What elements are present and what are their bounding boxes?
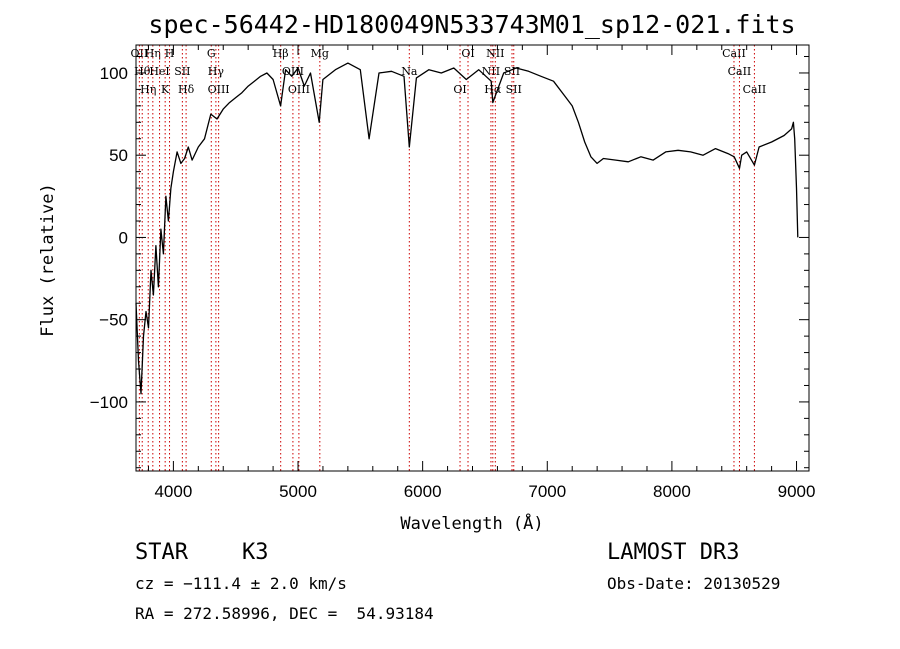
line-marker-label: Hη xyxy=(140,83,156,96)
line-marker-label: G xyxy=(207,47,216,60)
object-subclass: K3 xyxy=(242,540,269,565)
object-class: STAR xyxy=(135,540,188,565)
line-marker-label: NII xyxy=(486,47,504,60)
spectrum-line xyxy=(135,62,799,395)
y-axis: −100 −50 0 50 100 xyxy=(90,56,809,469)
x-tick-label: 7000 xyxy=(528,482,566,501)
line-marker-label: NII xyxy=(482,65,500,78)
y-tick-label: −50 xyxy=(99,311,128,330)
line-marker-label: Na xyxy=(401,65,418,78)
line-marker-label: HeI xyxy=(149,65,169,78)
line-marker-label: OIII xyxy=(288,83,310,96)
line-marker-label: CaII xyxy=(722,47,746,60)
line-marker-label: SII xyxy=(506,83,522,96)
y-tick-label: 50 xyxy=(109,146,128,165)
line-marker-label: H xyxy=(165,47,175,60)
line-marker-label: Hγ xyxy=(208,65,225,78)
line-marker-label: SII xyxy=(174,65,190,78)
x-tick-label: 8000 xyxy=(653,482,691,501)
line-marker-label: CaII xyxy=(743,83,767,96)
obs-date-text: Obs-Date: 20130529 xyxy=(607,574,781,593)
line-marker-label: Hθ xyxy=(134,65,151,78)
line-marker-label: OIII xyxy=(208,83,230,96)
x-axis-label: Wavelength (Å) xyxy=(400,512,543,534)
series-layer xyxy=(135,62,799,395)
x-axis: 4000 5000 6000 7000 8000 9000 xyxy=(147,45,816,501)
y-tick-label: −100 xyxy=(90,393,128,412)
line-marker-layer: OIIHθHηHηHeIKHSIIHδGHγOIIIHβOIIIOIIIMgNa… xyxy=(131,45,767,471)
line-marker-label: Hα xyxy=(484,83,502,96)
x-tick-label: 6000 xyxy=(404,482,442,501)
y-tick-label: 0 xyxy=(119,228,128,247)
y-tick-label: 100 xyxy=(100,64,128,83)
line-marker-label: CaII xyxy=(728,65,752,78)
line-marker-label: Hη xyxy=(145,47,161,60)
x-tick-label: 9000 xyxy=(778,482,816,501)
line-marker-label: Hδ xyxy=(178,83,195,96)
plot-frame xyxy=(135,44,810,472)
x-tick-label: 4000 xyxy=(154,482,192,501)
x-tick-label: 5000 xyxy=(279,482,317,501)
line-marker-label: OI xyxy=(453,83,466,96)
line-marker-label: OI xyxy=(461,47,474,60)
chart-title: spec-56442-HD180049N533743M01_sp12-021.f… xyxy=(148,10,795,39)
survey-name: LAMOST DR3 xyxy=(607,540,740,565)
line-marker-label: OII xyxy=(131,47,149,60)
line-marker-label: Mg xyxy=(311,47,329,60)
redshift-text: cz = −111.4 ± 2.0 km/s xyxy=(135,574,347,593)
coordinates-text: RA = 272.58996, DEC = 54.93184 xyxy=(135,604,434,623)
line-marker-label: K xyxy=(161,83,170,96)
line-marker-label: Hβ xyxy=(273,47,289,60)
y-axis-label: Flux (relative) xyxy=(38,183,58,337)
